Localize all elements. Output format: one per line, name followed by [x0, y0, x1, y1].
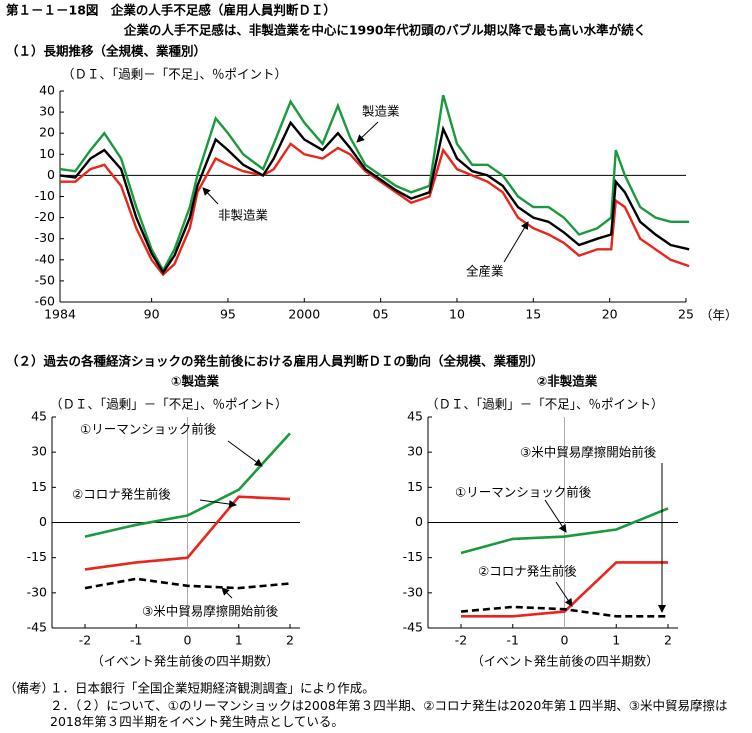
- x-axis-label: （イベント発生前後の四半期数）: [91, 654, 279, 669]
- y-axis-label: （ＤＩ、「過剰」－「不足」、％ポイント）: [426, 397, 664, 412]
- y-tick-label: -15: [27, 549, 47, 564]
- series-line: [59, 94, 690, 273]
- label-arrow: [221, 587, 233, 599]
- y-tick-label: -20: [35, 209, 55, 224]
- series-line: [60, 142, 690, 277]
- y-tick-label: -10: [35, 188, 55, 203]
- y-tick-label: 15: [31, 479, 47, 494]
- x-axis-label: （年）: [700, 308, 738, 323]
- chart-title: （１）長期推移（全規模、業種別）: [6, 44, 206, 59]
- series-label: ③米中貿易摩擦開始前後: [520, 445, 657, 460]
- x-tick-label: 95: [220, 307, 236, 322]
- subtitle: 企業の人手不足感は、非製造業を中心に1990年代初頭のバブル期以降で最も高い水準…: [123, 23, 646, 38]
- series-line: [460, 605, 668, 618]
- y-tick-label: -45: [27, 620, 47, 635]
- y-tick-label: -40: [35, 251, 55, 266]
- y-tick-label: 30: [39, 104, 55, 119]
- label-arrow: [227, 440, 263, 467]
- label-arrow: [199, 499, 237, 508]
- label-arrow: [202, 187, 219, 205]
- x-tick-label: 15: [525, 307, 541, 322]
- label-arrow: [503, 221, 529, 263]
- series-line: [460, 507, 669, 555]
- series-label: ②コロナ発生前後: [478, 564, 577, 579]
- x-tick-label: -1: [507, 633, 519, 648]
- y-tick-label: -60: [35, 294, 55, 309]
- notes-label: （備考）: [4, 681, 54, 696]
- x-tick-label: 20: [602, 307, 618, 322]
- y-tick-label: -30: [27, 584, 47, 599]
- series-label: ①リーマンショック前後: [80, 422, 217, 437]
- y-tick-label: 45: [407, 409, 423, 424]
- x-tick-label: 0: [184, 633, 192, 648]
- chart-title: ①製造業: [171, 374, 220, 389]
- note: ２．（２）について、①のリーマンショックは2008年第３四半期、②コロナ発生は2…: [50, 698, 728, 729]
- y-tick-label: -30: [403, 584, 423, 599]
- series-line: [84, 432, 291, 538]
- x-tick-label: -2: [79, 633, 91, 648]
- chart-title: ②非製造業: [537, 374, 598, 389]
- section-title: （２）過去の各種経済ショックの発生前後における雇用人員判断ＤＩの動向（全規模、業…: [6, 354, 544, 369]
- x-tick-label: 0: [561, 633, 569, 648]
- x-tick-label: 90: [144, 307, 160, 322]
- y-tick-label: 30: [407, 444, 423, 459]
- y-tick-label: 30: [31, 444, 47, 459]
- series-line: [84, 495, 291, 571]
- y-tick-label: -45: [403, 620, 423, 635]
- x-tick-label: 25: [678, 307, 694, 322]
- x-tick-label: 2: [286, 633, 294, 648]
- x-tick-label: 2: [664, 633, 672, 648]
- y-tick-label: 0: [47, 167, 55, 182]
- note: １．日本銀行「全国企業短期経済観測調査」により作成。: [50, 681, 375, 696]
- series-label: ①リーマンショック前後: [455, 485, 592, 500]
- y-tick-label: 0: [415, 514, 423, 529]
- x-tick-label: 2000: [288, 307, 320, 322]
- label-arrow: [555, 581, 573, 607]
- label-arrow: [544, 499, 567, 533]
- y-axis-label: （ＤＩ、「過剰」－「不足」、％ポイント）: [50, 397, 288, 412]
- x-tick-label: 1984: [44, 307, 76, 322]
- y-tick-label: 20: [39, 125, 55, 140]
- x-tick-label: 1: [612, 633, 620, 648]
- note-box: ２．（２）について、①のリーマンショックは2008年第３四半期、②コロナ発生は2…: [50, 698, 728, 729]
- series-label: ②コロナ発生前後: [72, 487, 171, 502]
- y-tick-label: 0: [39, 514, 47, 529]
- y-tick-label: 10: [39, 146, 55, 161]
- series-label: ③米中貿易摩擦開始前後: [142, 604, 279, 619]
- x-axis-label: （イベント発生前後の四半期数）: [471, 654, 659, 669]
- label-arrow: [356, 121, 379, 143]
- series-line: [84, 577, 291, 590]
- y-tick-label: 40: [39, 83, 55, 98]
- series-line: [461, 561, 668, 618]
- y-tick-label: -15: [403, 549, 423, 564]
- series-line: [59, 120, 690, 275]
- x-tick-label: 05: [373, 307, 389, 322]
- x-tick-label: 1: [235, 633, 243, 648]
- series-label: 製造業: [362, 104, 400, 119]
- y-tick-label: 45: [31, 409, 47, 424]
- x-tick-label: -2: [455, 633, 467, 648]
- y-tick-label: 15: [407, 479, 423, 494]
- y-tick-label: -30: [35, 230, 55, 245]
- x-tick-label: 10: [449, 307, 465, 322]
- series-label: 全産業: [466, 264, 504, 279]
- title: 第１－１－18図 企業の人手不足感（雇用人員判断ＤＩ）: [6, 3, 336, 18]
- y-axis-label: （ＤＩ、「過剰－「不足」、％ポイント）: [62, 67, 287, 82]
- y-tick-label: -50: [35, 272, 55, 287]
- x-tick-label: -1: [130, 633, 142, 648]
- series-label: 非製造業: [218, 208, 269, 223]
